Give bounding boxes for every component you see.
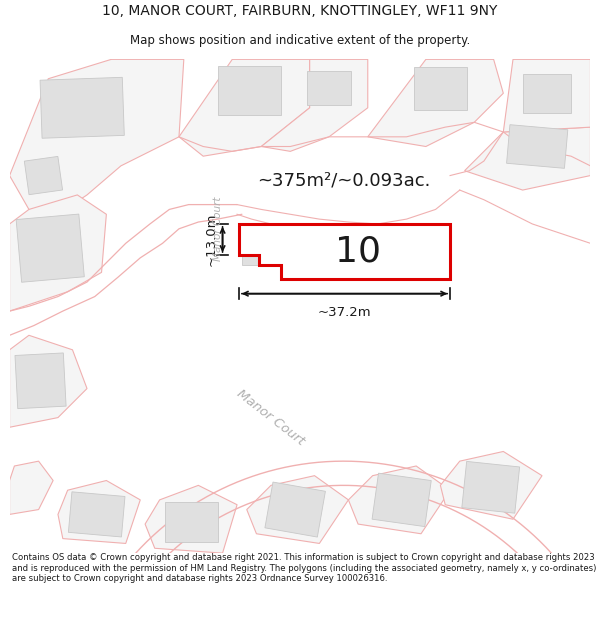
Polygon shape — [503, 59, 590, 132]
Polygon shape — [15, 353, 66, 409]
Polygon shape — [307, 71, 351, 106]
Polygon shape — [242, 236, 281, 264]
Polygon shape — [368, 59, 503, 146]
Polygon shape — [218, 66, 281, 114]
Polygon shape — [165, 502, 218, 542]
Polygon shape — [10, 59, 184, 214]
Polygon shape — [372, 473, 431, 527]
Polygon shape — [10, 335, 87, 428]
Polygon shape — [464, 127, 590, 190]
Polygon shape — [349, 466, 450, 534]
Polygon shape — [10, 461, 53, 514]
Polygon shape — [16, 214, 85, 282]
Polygon shape — [10, 195, 106, 311]
Text: Map shows position and indicative extent of the property.: Map shows position and indicative extent… — [130, 34, 470, 47]
Polygon shape — [506, 124, 568, 168]
Polygon shape — [440, 451, 542, 519]
Text: ~37.2m: ~37.2m — [318, 306, 371, 319]
Polygon shape — [265, 482, 325, 537]
Text: 10: 10 — [335, 234, 381, 268]
Polygon shape — [68, 492, 125, 537]
Text: 10, MANOR COURT, FAIRBURN, KNOTTINGLEY, WF11 9NY: 10, MANOR COURT, FAIRBURN, KNOTTINGLEY, … — [103, 4, 497, 18]
Polygon shape — [414, 67, 467, 110]
Text: Manor Court: Manor Court — [213, 196, 223, 261]
Polygon shape — [261, 59, 368, 151]
Text: Contains OS data © Crown copyright and database right 2021. This information is : Contains OS data © Crown copyright and d… — [12, 553, 596, 583]
Polygon shape — [239, 224, 450, 279]
Polygon shape — [523, 74, 571, 112]
Polygon shape — [247, 476, 349, 544]
Text: Manor Court: Manor Court — [235, 387, 307, 448]
Polygon shape — [25, 156, 62, 194]
Polygon shape — [462, 461, 520, 513]
Text: ~375m²/~0.093ac.: ~375m²/~0.093ac. — [257, 171, 430, 189]
Polygon shape — [58, 481, 140, 544]
Polygon shape — [145, 486, 237, 553]
Polygon shape — [40, 78, 124, 138]
Polygon shape — [179, 59, 310, 156]
Text: ~13.0m: ~13.0m — [205, 213, 217, 266]
